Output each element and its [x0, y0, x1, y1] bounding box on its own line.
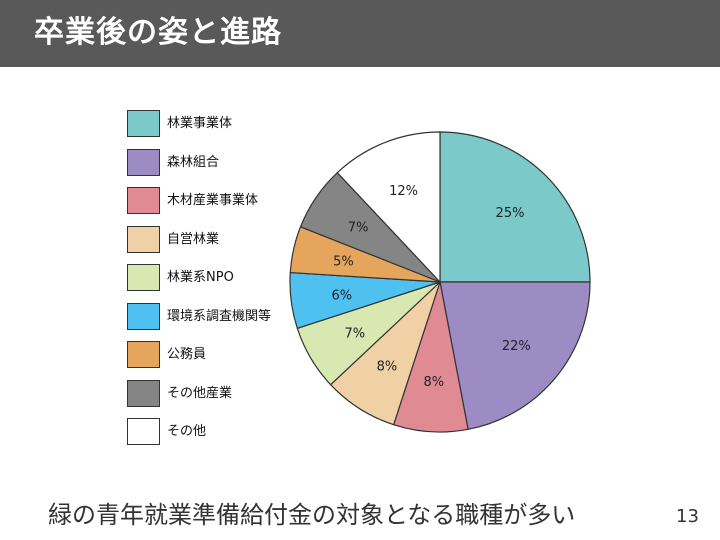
legend-item: 木材産業事業体	[127, 187, 302, 217]
slice-data-label: 7%	[348, 220, 369, 235]
legend-item: その他産業	[127, 379, 302, 410]
legend-item: 環境系調査機関等	[127, 302, 302, 333]
slice-data-label: 12%	[389, 184, 418, 199]
legend-item: 自営林業	[127, 225, 302, 256]
pie-slice	[439, 281, 591, 431]
legend-swatch	[127, 302, 160, 330]
slice-data-label: 5%	[333, 254, 354, 269]
legend-swatch	[127, 418, 160, 445]
page-number: 13	[676, 506, 699, 527]
legend-swatch	[127, 341, 160, 368]
legend-label: 林業系NPO	[167, 270, 234, 285]
title-bar: 卒業後の姿と進路	[0, 0, 720, 67]
legend-item: 林業系NPO	[127, 264, 302, 294]
pie-slice	[336, 131, 441, 284]
pie-slice	[439, 131, 591, 283]
slice-data-label: 22%	[502, 339, 531, 354]
legend-item: 森林組合	[127, 148, 302, 179]
page-title: 卒業後の姿と進路	[34, 15, 282, 50]
slide-caption: 緑の青年就業準備給付金の対象となる職種が多い	[48, 501, 576, 529]
legend-item: 公務員	[127, 341, 302, 371]
legend-swatch	[127, 379, 160, 407]
slice-data-label: 25%	[496, 206, 525, 221]
slice-data-label: 6%	[331, 288, 352, 303]
legend-label: 公務員	[167, 347, 207, 362]
slice-data-label: 7%	[344, 326, 365, 341]
legend-label: 林業事業体	[167, 116, 233, 131]
legend-swatch	[127, 148, 160, 176]
legend-label: 自営林業	[167, 231, 220, 247]
slice-data-label: 8%	[423, 375, 444, 390]
legend-item: その他	[127, 418, 302, 448]
slice-data-label: 8%	[377, 360, 398, 375]
legend-label: 森林組合	[167, 154, 220, 170]
legend-swatch	[127, 225, 160, 253]
legend-label: その他	[167, 424, 207, 439]
legend-item: 林業事業体	[127, 110, 302, 140]
legend-swatch	[127, 187, 160, 214]
legend-label: 木材産業事業体	[167, 193, 259, 208]
legend-swatch	[127, 264, 160, 291]
legend-swatch	[127, 110, 160, 137]
legend-label: その他産業	[167, 385, 233, 401]
legend-label: 環境系調査機関等	[167, 308, 272, 324]
pie-chart: 25% 22% 8% 8% 7% 6% 5% 7% 12%	[289, 131, 591, 433]
